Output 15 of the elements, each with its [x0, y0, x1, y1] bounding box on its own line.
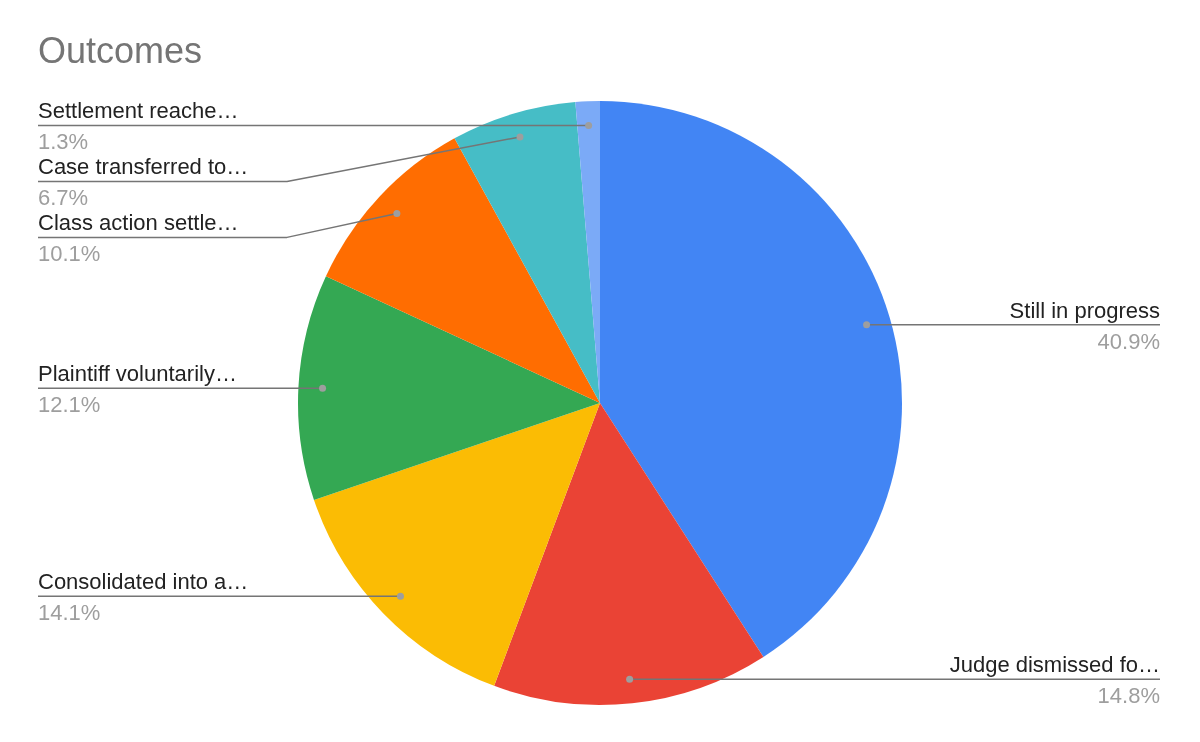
- data-label: 12.1%: [38, 392, 101, 418]
- data-label: 1.3%: [38, 129, 89, 155]
- slice-label: Class action settle…: [38, 210, 239, 236]
- data-label: 10.1%: [38, 241, 101, 267]
- data-label: 14.8%: [1097, 683, 1160, 709]
- slice-label: Judge dismissed fo…: [949, 652, 1160, 678]
- slice-label: Plaintiff voluntarily…: [38, 361, 237, 387]
- slice-label: Case transferred to…: [38, 154, 249, 180]
- data-label: 40.9%: [1097, 328, 1160, 354]
- chart-title: Outcomes: [38, 30, 203, 72]
- slice-label: Consolidated into a…: [38, 569, 249, 595]
- slice-label: Still in progress: [1009, 297, 1160, 323]
- data-label: 6.7%: [38, 185, 89, 211]
- slice-label: Settlement reache…: [38, 98, 239, 124]
- data-label: 14.1%: [38, 600, 101, 626]
